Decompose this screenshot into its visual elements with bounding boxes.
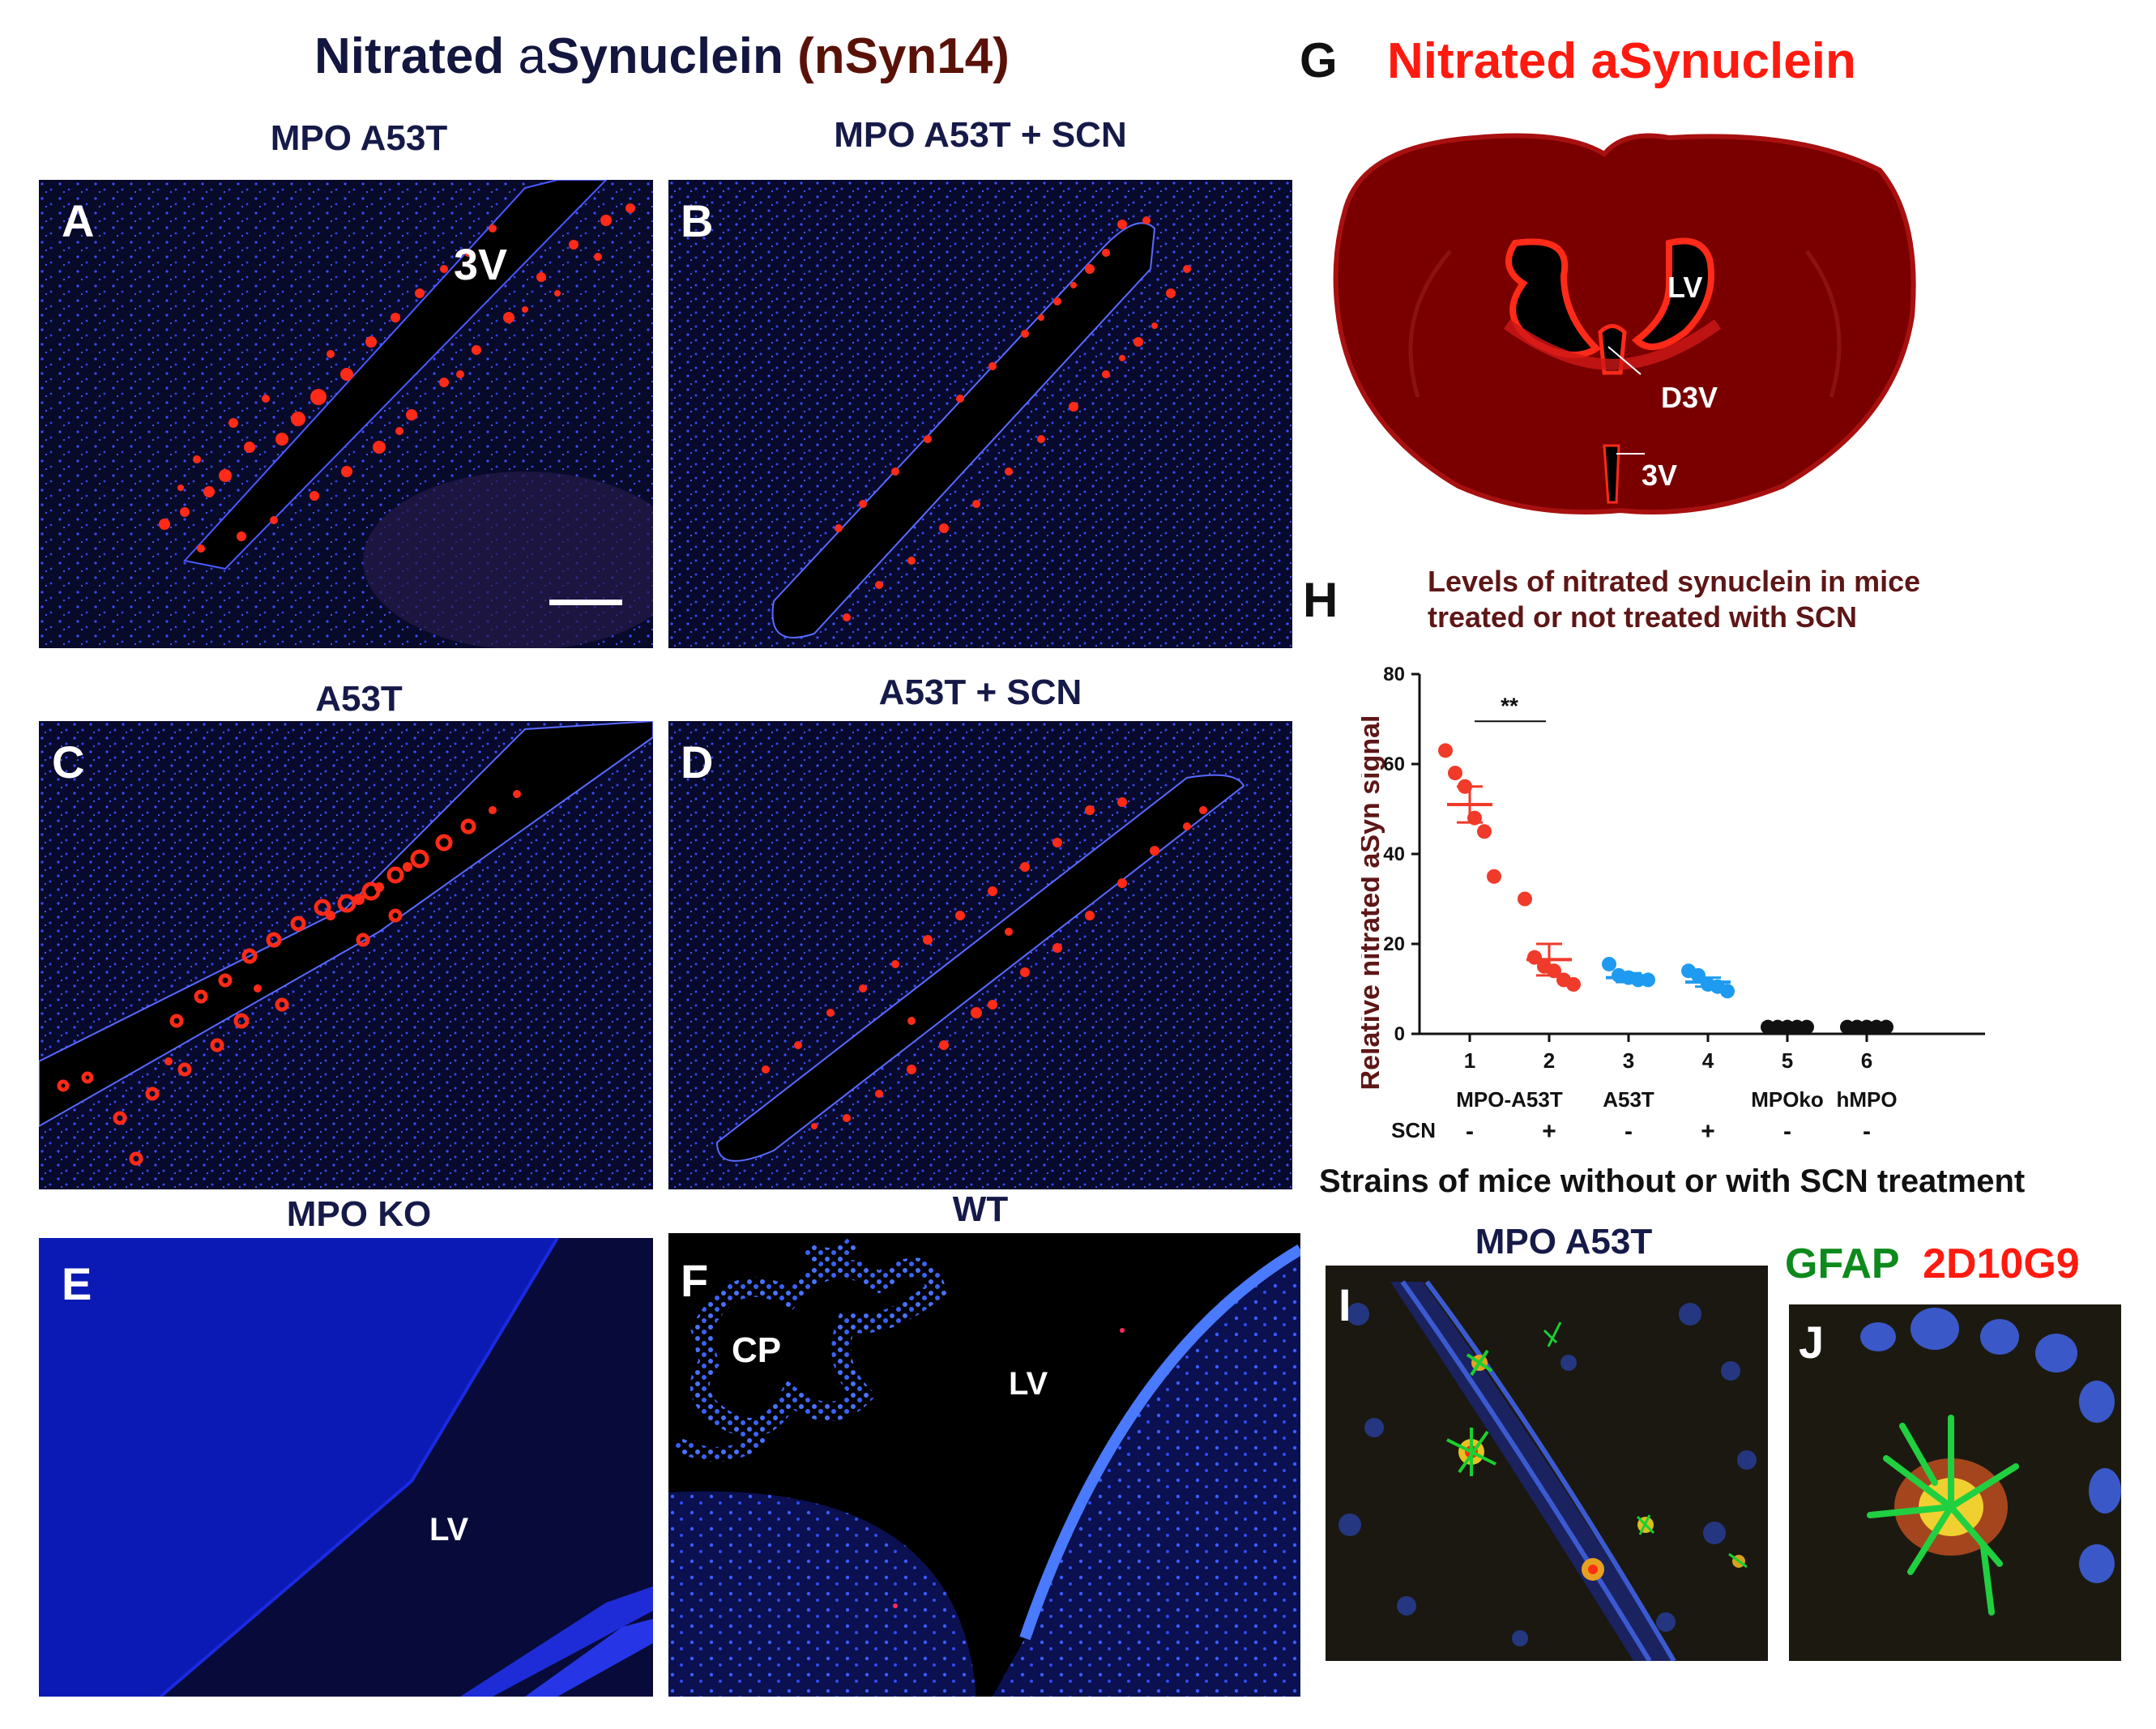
- panel-f-label-lv: LV: [1009, 1366, 1048, 1402]
- panel-i-micrograph: [1326, 1266, 1768, 1661]
- panel-e-title: MPO KO: [286, 1194, 432, 1234]
- panel-c-letter: C: [52, 736, 85, 788]
- panel-i-title: MPO A53T: [1475, 1222, 1653, 1262]
- y-axis-label: Relative nitrated aSyn signal: [1361, 715, 1385, 1091]
- panel-f-label-cp: CP: [732, 1330, 782, 1370]
- scn-indicator: -: [1783, 1118, 1791, 1145]
- title-part1: Nitrated: [314, 28, 519, 84]
- stain-2d10g9: 2D10G9: [1923, 1240, 2080, 1287]
- group-label: hMPO: [1836, 1087, 1897, 1112]
- panel-f-micrograph: [668, 1233, 1300, 1697]
- panel-j-micrograph: [1789, 1304, 2121, 1661]
- stain-gfap: GFAP: [1785, 1240, 1900, 1287]
- panel-b-title: MPO A53T + SCN: [834, 115, 1127, 155]
- panel-e-label-lv: LV: [429, 1512, 469, 1548]
- x-tick-label: 3: [1623, 1048, 1634, 1073]
- scn-indicator: -: [1624, 1118, 1633, 1145]
- scn-indicator: -: [1863, 1118, 1871, 1145]
- panel-e-letter: E: [62, 1258, 92, 1309]
- panel-c-micrograph: [39, 721, 653, 1189]
- panel-i-letter: I: [1338, 1279, 1351, 1330]
- data-point: [1487, 869, 1501, 884]
- y-tick-label: 40: [1383, 843, 1405, 865]
- panel-h-title-line1: Levels of nitrated synuclein in mice: [1428, 565, 1921, 598]
- data-point: [1566, 976, 1581, 992]
- panel-e-micrograph: [39, 1238, 653, 1697]
- panel-a-title: MPO A53T: [270, 118, 448, 158]
- panel-j-letter: J: [1799, 1317, 1825, 1368]
- chart-x-caption: Strains of mice without or with SCN trea…: [1319, 1163, 2026, 1199]
- scn-row-label: SCN: [1391, 1118, 1436, 1142]
- data-point: [1602, 956, 1616, 971]
- data-point: [1720, 984, 1735, 999]
- panel-g-label-d3v: D3V: [1661, 381, 1718, 414]
- y-tick-label: 0: [1394, 1023, 1405, 1045]
- panel-g-letter: G: [1300, 33, 1338, 88]
- panel-b-micrograph: [668, 180, 1292, 648]
- panel-c-title: A53T: [315, 679, 403, 719]
- panel-g-brain-section: [1329, 122, 1920, 527]
- panel-j-stains: GFAP 2D10G9: [1785, 1240, 2080, 1288]
- data-point: [1691, 967, 1706, 983]
- scn-indicator: +: [1542, 1118, 1556, 1145]
- data-point: [1477, 824, 1492, 839]
- scatter-chart-svg: 0 20 40 60 80 Relative nitrated aSyn signal 1 2…: [1355, 664, 1985, 1145]
- panel-h-title: Levels of nitrated synuclein in mice tre…: [1428, 564, 1920, 635]
- group-label: A53T: [1603, 1087, 1654, 1112]
- group-label: MPOko: [1751, 1087, 1824, 1112]
- panel-a-label-3v: 3V: [454, 241, 508, 289]
- title-part2: Synuclein: [545, 28, 798, 84]
- x-tick-label: 2: [1543, 1048, 1555, 1073]
- panel-d-letter: D: [681, 736, 714, 788]
- panel-d-title: A53T + SCN: [878, 672, 1082, 712]
- panel-f-letter: F: [681, 1255, 709, 1306]
- y-tick-label: 20: [1383, 933, 1405, 955]
- title-code: (nSyn14): [797, 28, 1010, 84]
- scn-indicator: +: [1701, 1118, 1715, 1145]
- x-tick-label: 1: [1464, 1048, 1475, 1073]
- data-point: [1518, 891, 1532, 907]
- panel-h-letter: H: [1303, 573, 1338, 627]
- scn-indicator: -: [1466, 1118, 1474, 1145]
- significance-label: **: [1501, 693, 1518, 718]
- panel-g-label-lv: LV: [1667, 271, 1703, 304]
- x-tick-label: 4: [1702, 1048, 1714, 1073]
- y-tick-label: 80: [1383, 664, 1405, 685]
- panel-h-title-line2: treated or not treated with SCN: [1428, 600, 1858, 634]
- panel-g-title: Nitrated aSynuclein: [1387, 33, 1856, 89]
- panel-a-letter: A: [62, 195, 95, 246]
- data-point: [1448, 766, 1462, 781]
- panel-g-label-3v: 3V: [1642, 459, 1678, 492]
- figure-title: Nitrated aSynuclein (nSyn14): [314, 28, 1010, 85]
- panel-b-letter: B: [681, 195, 714, 246]
- y-tick-label: 60: [1383, 754, 1405, 775]
- panel-a-micrograph: [39, 180, 653, 648]
- title-alpha: a: [518, 28, 546, 84]
- group-label: MPO-A53T: [1456, 1087, 1563, 1112]
- scatter-chart: 0 20 40 60 80 Relative nitrated aSyn signal 1 2…: [1355, 648, 2009, 1159]
- x-tick-label: 6: [1861, 1048, 1872, 1073]
- panel-f-title: WT: [952, 1189, 1009, 1229]
- data-point: [1438, 743, 1453, 758]
- data-point: [1641, 972, 1655, 988]
- x-tick-label: 5: [1782, 1048, 1793, 1073]
- panel-d-micrograph: [668, 721, 1292, 1189]
